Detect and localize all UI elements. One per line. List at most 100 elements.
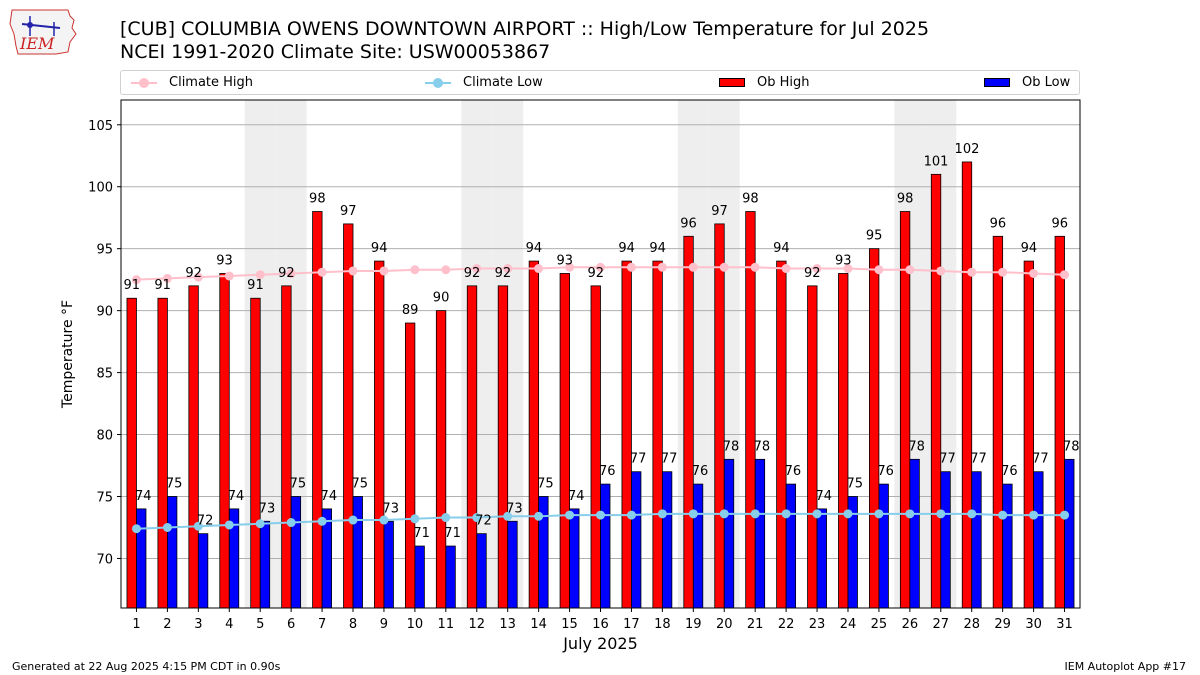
climate-low-point [688,509,698,519]
climate-low-point [1029,510,1039,520]
ob-low-value-label: 71 [444,526,461,541]
ob-high-value-label: 96 [990,216,1007,231]
chart-legend: Climate High Climate Low Ob High Ob Low [120,70,1080,95]
climate-high-line-icon [131,77,157,88]
legend-label-climate-high: Climate High [169,75,254,90]
climate-low-point [441,513,451,523]
ob-high-bar [435,310,447,609]
ob-high-value-label: 92 [185,266,202,281]
climate-high-point [162,273,172,283]
ob-high-bar [1023,260,1034,609]
climate-low-point [162,522,172,532]
ob-high-bar [374,260,385,609]
ob-low-value-label: 77 [661,452,678,467]
iem-logo: IEM [9,9,77,55]
x-tick-label: 10 [407,617,424,632]
ob-low-bar [383,520,394,609]
ob-low-value-label: 71 [413,526,430,541]
ob-low-value-label: 75 [846,476,863,491]
ob-low-value-label: 72 [197,514,214,529]
y-tick-label: 80 [96,429,113,444]
ob-low-value-label: 76 [785,464,802,479]
climate-high-point [874,265,884,275]
ob-low-bar [445,545,456,609]
y-tick-label: 70 [96,552,113,567]
ob-high-value-label: 92 [804,266,821,281]
x-tick-label: 19 [685,617,702,632]
ob-low-bar [878,483,889,609]
chart-subtitle: NCEI 1991-2020 Climate Site: USW00053867 [120,41,551,63]
ob-high-value-label: 94 [1021,241,1038,256]
legend-label-climate-low: Climate Low [463,75,543,90]
ob-low-value-label: 74 [321,489,338,504]
climate-low-point [812,509,822,519]
ob-high-value-label: 90 [433,291,450,306]
ob-high-bar [652,260,663,609]
climate-low-point [503,511,513,521]
ob-high-value-label: 91 [123,278,140,293]
climate-low-point [719,509,729,519]
ob-low-bar [631,471,642,609]
climate-high-point [1029,268,1039,278]
legend-item-ob-low: Ob Low [984,71,1070,94]
ob-high-bar [188,285,199,609]
ob-high-value-label: 96 [1052,216,1069,231]
ob-low-value-label: 78 [754,439,771,454]
legend-item-climate-low: Climate Low [425,71,543,94]
climate-low-point [750,509,760,519]
chart-title: [CUB] COLUMBIA OWENS DOWNTOWN AIRPORT ::… [120,18,930,40]
ob-low-value-label: 72 [475,514,492,529]
climate-high-point [472,264,482,274]
x-tick-label: 22 [778,617,795,632]
ob-low-bar [754,458,766,609]
ob-low-value-label: 77 [939,452,956,467]
ob-high-bar [343,223,354,609]
ob-high-bar [219,273,230,609]
climate-high-point [317,267,327,277]
climate-high-point [596,262,605,272]
climate-low-point [626,510,636,520]
ob-high-value-label: 94 [773,241,790,256]
ob-high-bar [250,297,261,609]
ob-low-value-label: 75 [351,476,368,491]
climate-low-point [286,518,296,528]
ob-low-bar [785,483,797,609]
climate-low-point [379,515,389,525]
ob-high-bar [466,285,478,609]
ob-high-value-label: 97 [340,204,357,219]
generated-footer: Generated at 22 Aug 2025 4:15 PM CDT in … [12,660,281,673]
ob-low-bar [940,471,951,609]
climate-high-point [626,262,636,272]
ob-low-value-label: 75 [537,476,554,491]
y-tick-label: 85 [96,367,113,382]
x-tick-label: 28 [963,617,980,632]
x-tick-label: 16 [592,617,609,632]
x-tick-label: 18 [654,617,671,632]
climate-high-point [534,264,544,274]
ob-low-value-label: 75 [166,476,183,491]
x-tick-label: 31 [1056,617,1073,632]
climate-low-point [534,511,544,521]
x-tick-label: 17 [623,617,640,632]
climate-low-point [565,510,575,520]
climate-low-point [193,521,203,531]
x-tick-label: 11 [438,617,455,632]
ob-low-value-label: 77 [1032,452,1049,467]
climate-high-point [565,262,575,272]
ob-low-bar [661,471,673,609]
ob-low-bar [167,496,178,609]
climate-low-point [596,510,605,520]
ob-high-bar [559,273,570,609]
ob-low-value-label: 73 [506,501,523,516]
climate-high-point [905,265,915,275]
ob-high-bar [714,223,725,609]
legend-label-ob-low: Ob Low [1022,75,1071,90]
ob-high-value-label: 89 [402,303,419,318]
ob-high-bar [930,173,942,609]
x-tick-label: 13 [499,617,516,632]
climate-low-point [410,514,420,524]
ob-low-bar [507,520,518,609]
ob-low-bar [816,508,827,609]
x-tick-label: 8 [349,617,357,632]
